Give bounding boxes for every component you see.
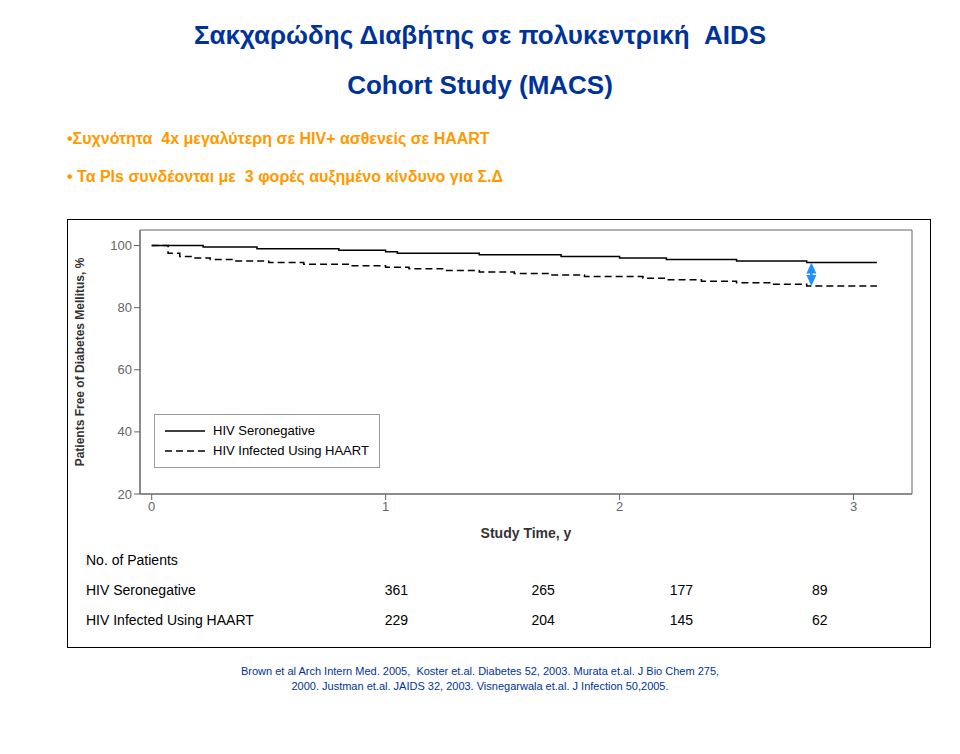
svg-text:2: 2 [616,499,623,514]
html-text:62: 62 [811,612,828,628]
svg-text:Study Time, y: Study Time, y [481,525,572,541]
svg-text:80: 80 [118,300,132,315]
svg-text:3: 3 [850,499,857,514]
html-text:265: 265 [531,582,555,598]
html-text:89: 89 [811,582,828,598]
html-text:Σακχαρώδης Διαβήτης σε πολυκεν: Σακχαρώδης Διαβήτης σε πολυκεντρική AIDS [193,20,767,50]
html-text:Brown et al Arch Intern Med. 2: Brown et al Arch Intern Med. 2005, Koste… [240,665,720,692]
html-text:HIV Infected Using HAART: HIV Infected Using HAART [86,612,254,628]
svg-text:Patients Free of Diabetes Mell: Patients Free of Diabetes Mellitus, % [73,257,87,466]
html-text:HIV Seronegative: HIV Seronegative [213,423,315,438]
html-text:No. of Patients: No. of Patients [86,552,178,568]
html-text:HIV Infected Using HAART: HIV Infected Using HAART [213,443,369,458]
html-text:HIV Seronegative: HIV Seronegative [86,582,196,598]
svg-text:1: 1 [382,499,389,514]
svg-text:40: 40 [118,424,132,439]
html-text:145: 145 [669,612,694,628]
html-text:177: 177 [669,582,694,598]
svg-text:0: 0 [148,499,155,514]
svg-text:60: 60 [118,362,132,377]
html-text:361: 361 [384,582,408,598]
html-text:•Συχνότητα 4x μεγαλύτερη σε HI: •Συχνότητα 4x μεγαλύτερη σε HIV+ ασθενεί… [67,130,490,147]
html-text:Cohort Study (MACS): Cohort Study (MACS) [347,70,613,100]
html-text:204: 204 [531,612,555,628]
html-text:• Τα PIs συνδέονται με 3 φορές: • Τα PIs συνδέονται με 3 φορές αυξημένο … [67,168,503,185]
svg-text:100: 100 [110,238,132,253]
svg-text:20: 20 [118,487,132,502]
html-text:229: 229 [384,612,408,628]
